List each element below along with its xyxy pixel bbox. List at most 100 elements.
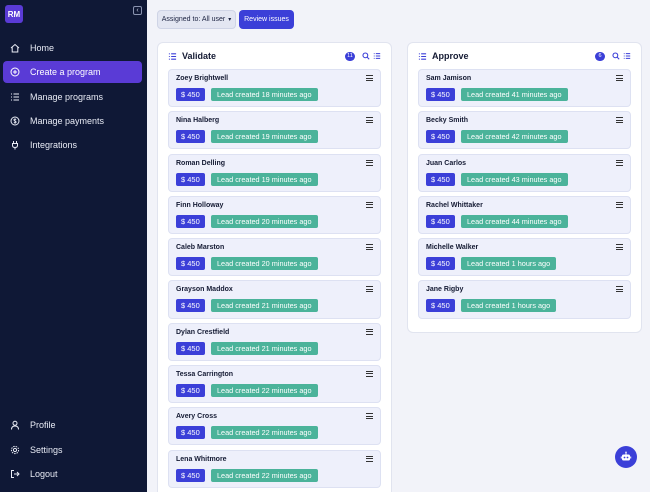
sidebar-item-label: Home <box>30 43 55 53</box>
plus-circle-icon <box>9 66 21 78</box>
lead-status-badge: Lead created 22 minutes ago <box>211 468 318 482</box>
lead-name: Grayson Maddox <box>176 286 233 294</box>
lead-card[interactable]: Avery Cross $ 450 Lead created 22 minutes … <box>168 407 381 446</box>
card-menu-icon[interactable] <box>366 328 373 335</box>
lead-card[interactable]: Becky Smith $ 450 Lead created 42 minutes … <box>418 111 631 150</box>
search-icon[interactable] <box>612 52 620 60</box>
lead-name: Michelle Walker <box>426 244 479 252</box>
sidebar-item-create-program[interactable]: Create a program <box>3 61 142 84</box>
amount-badge: $ 450 <box>426 257 455 271</box>
sidebar-nav: Home Create a program Manage programs Ma… <box>3 37 142 158</box>
card-menu-icon[interactable] <box>616 75 623 81</box>
validate-card-list: Zoey Brightwell $ 450 Lead created 18 minu… <box>158 69 391 488</box>
column-title: Validate <box>182 51 217 61</box>
avatar[interactable]: RM <box>5 5 23 23</box>
amount-badge: $ 450 <box>176 257 205 271</box>
sidebar-item-manage-programs[interactable]: Manage programs <box>3 86 142 108</box>
card-menu-icon[interactable] <box>366 413 373 420</box>
lead-status-badge: Lead created 22 minutes ago <box>211 383 318 397</box>
amount-badge: $ 450 <box>176 299 205 313</box>
lead-status-badge: Lead created 18 minutes ago <box>211 88 318 101</box>
sidebar-item-profile[interactable]: Profile <box>3 414 142 436</box>
lead-card[interactable]: Michelle Walker $ 450 Lead created 1 hours… <box>418 238 631 277</box>
card-menu-icon[interactable] <box>366 286 373 293</box>
lead-card[interactable]: Jane Rigby $ 450 Lead created 1 hours ago <box>418 280 631 319</box>
card-menu-icon[interactable] <box>366 455 373 462</box>
amount-badge: $ 450 <box>176 341 205 355</box>
validate-column: Validate 11 Zoey Brightwell $ 450 Lead cre… <box>157 42 392 492</box>
lead-card[interactable]: Dylan Crestfield $ 450 Lead created 21 min… <box>168 322 381 361</box>
caret-down-icon: ▾ <box>228 17 232 23</box>
column-list-icon <box>168 52 177 60</box>
lead-card[interactable]: Finn Holloway $ 450 Lead created 20 minute… <box>168 195 381 235</box>
home-icon <box>9 42 21 54</box>
lead-card[interactable]: Zoey Brightwell $ 450 Lead created 18 minu… <box>168 69 381 108</box>
lead-name: Avery Cross <box>176 413 217 421</box>
filter-list-icon[interactable] <box>623 52 631 60</box>
sidebar-item-integrations[interactable]: Integrations <box>3 134 142 156</box>
card-menu-icon[interactable] <box>366 370 373 377</box>
lead-name: Nina Halberg <box>176 117 220 125</box>
count-badge: 11 <box>345 51 355 61</box>
lead-status-badge: Lead created 44 minutes ago <box>461 214 568 228</box>
amount-badge: $ 450 <box>426 299 455 313</box>
lead-name: Caleb Marston <box>176 244 225 252</box>
plug-icon <box>9 139 21 151</box>
assigned-to-filter[interactable]: Assigned to: All user ▾ <box>157 10 236 29</box>
lead-status-badge: Lead created 42 minutes ago <box>461 130 568 144</box>
lead-card[interactable]: Nina Halberg $ 450 Lead created 19 minutes… <box>168 111 381 150</box>
card-menu-icon[interactable] <box>616 244 623 251</box>
lead-status-badge: Lead created 22 minutes ago <box>211 426 318 440</box>
amount-badge: $ 450 <box>426 130 455 144</box>
card-menu-icon[interactable] <box>366 244 373 251</box>
lead-card[interactable]: Tessa Carrington $ 450 Lead created 22 min… <box>168 364 381 404</box>
lead-status-badge: Lead created 1 hours ago <box>461 257 557 271</box>
lead-card[interactable]: Grayson Maddox $ 450 Lead created 21 minut… <box>168 280 381 319</box>
amount-badge: $ 450 <box>426 88 455 101</box>
filter-list-icon[interactable] <box>373 52 381 60</box>
lead-name: Becky Smith <box>426 117 469 125</box>
amount-badge: $ 450 <box>176 214 205 228</box>
lead-name: Rachel Whittaker <box>426 201 483 209</box>
collapse-sidebar-icon[interactable]: ‹ <box>133 6 142 15</box>
search-icon[interactable] <box>362 52 370 60</box>
lead-card[interactable]: Roman Delling $ 450 Lead created 19 minute… <box>168 153 381 192</box>
lead-card[interactable]: Rachel Whittaker $ 450 Lead created 44 min… <box>418 195 631 235</box>
count-badge: 6 <box>595 51 605 61</box>
lead-status-badge: Lead created 21 minutes ago <box>211 299 318 313</box>
card-menu-icon[interactable] <box>366 117 373 124</box>
lead-card[interactable]: Caleb Marston $ 450 Lead created 20 minute… <box>168 238 381 277</box>
logout-icon <box>9 468 21 480</box>
robot-icon <box>620 451 632 461</box>
lead-card[interactable]: Lena Whitmore $ 450 Lead created 22 minute… <box>168 449 381 488</box>
lead-name: Dylan Crestfield <box>176 328 230 336</box>
sidebar-item-logout[interactable]: Logout <box>3 463 142 485</box>
sidebar-item-label: Integrations <box>30 140 78 151</box>
amount-badge: $ 450 <box>176 130 205 144</box>
amount-badge: $ 450 <box>426 214 455 228</box>
sidebar-item-settings[interactable]: Settings <box>3 439 142 461</box>
column-header: Validate 11 <box>158 43 391 69</box>
card-menu-icon[interactable] <box>366 75 373 81</box>
card-menu-icon[interactable] <box>616 159 623 166</box>
card-menu-icon[interactable] <box>616 201 623 208</box>
sidebar-item-home[interactable]: Home <box>3 37 142 59</box>
review-issues-button[interactable]: Review issues <box>239 10 294 29</box>
lead-card[interactable]: Juan Carlos $ 450 Lead created 43 minutes … <box>418 153 631 192</box>
card-menu-icon[interactable] <box>366 159 373 166</box>
card-menu-icon[interactable] <box>616 286 623 293</box>
amount-badge: $ 450 <box>176 468 205 482</box>
filter-label: Assigned to: All user <box>161 16 226 23</box>
chatbot-button[interactable] <box>615 446 637 468</box>
card-menu-icon[interactable] <box>616 117 623 124</box>
card-menu-icon[interactable] <box>366 201 373 208</box>
amount-badge: $ 450 <box>176 383 205 397</box>
sidebar-item-manage-payments[interactable]: Manage payments <box>3 110 142 132</box>
lead-status-badge: Lead created 21 minutes ago <box>211 341 318 355</box>
lead-card[interactable]: Sam Jamison $ 450 Lead created 41 minutes … <box>418 69 631 108</box>
lead-status-badge: Lead created 19 minutes ago <box>211 172 318 186</box>
user-icon <box>9 419 21 431</box>
lead-name: Lena Whitmore <box>176 455 227 463</box>
amount-badge: $ 450 <box>176 426 205 440</box>
lead-status-badge: Lead created 19 minutes ago <box>211 130 318 144</box>
